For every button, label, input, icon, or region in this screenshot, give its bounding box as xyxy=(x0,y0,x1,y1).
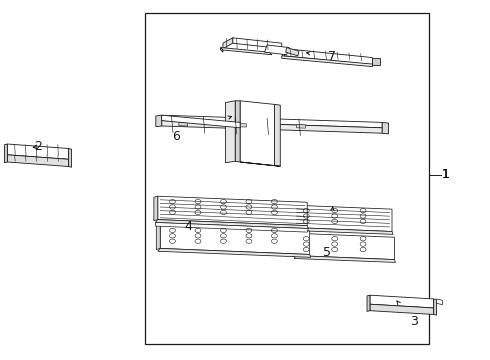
Polygon shape xyxy=(162,115,240,128)
Polygon shape xyxy=(7,155,69,166)
Polygon shape xyxy=(156,115,162,127)
Polygon shape xyxy=(286,48,299,56)
Polygon shape xyxy=(162,121,382,133)
Polygon shape xyxy=(274,104,280,166)
Text: 5: 5 xyxy=(323,246,331,259)
Polygon shape xyxy=(296,125,305,128)
Polygon shape xyxy=(294,205,392,231)
Polygon shape xyxy=(179,122,188,126)
Polygon shape xyxy=(158,196,307,226)
Polygon shape xyxy=(233,38,282,49)
Polygon shape xyxy=(155,220,308,229)
Polygon shape xyxy=(225,101,235,163)
Polygon shape xyxy=(220,48,223,52)
Polygon shape xyxy=(7,144,69,159)
Polygon shape xyxy=(162,115,382,128)
Polygon shape xyxy=(220,48,272,55)
Polygon shape xyxy=(240,101,274,166)
Text: 6: 6 xyxy=(172,130,180,143)
Polygon shape xyxy=(154,196,158,221)
Text: 3: 3 xyxy=(410,315,418,328)
Polygon shape xyxy=(284,49,372,65)
Polygon shape xyxy=(282,49,284,56)
Text: 1: 1 xyxy=(442,168,450,181)
Polygon shape xyxy=(372,58,380,65)
Polygon shape xyxy=(265,45,289,55)
Polygon shape xyxy=(160,225,310,255)
Polygon shape xyxy=(382,122,389,134)
Polygon shape xyxy=(238,123,246,127)
Text: 4: 4 xyxy=(185,220,193,233)
Polygon shape xyxy=(235,101,240,162)
Polygon shape xyxy=(437,299,442,305)
Polygon shape xyxy=(367,295,370,311)
Polygon shape xyxy=(282,56,372,67)
Polygon shape xyxy=(155,222,308,232)
Polygon shape xyxy=(292,228,393,234)
Text: 2: 2 xyxy=(34,140,42,153)
Text: 7: 7 xyxy=(328,50,336,63)
Polygon shape xyxy=(294,256,395,262)
Polygon shape xyxy=(69,149,72,167)
Polygon shape xyxy=(240,162,280,166)
Polygon shape xyxy=(434,299,437,315)
Polygon shape xyxy=(158,248,311,257)
Polygon shape xyxy=(370,304,434,314)
Polygon shape xyxy=(4,144,7,163)
Polygon shape xyxy=(293,233,296,257)
Polygon shape xyxy=(296,233,394,260)
Polygon shape xyxy=(370,295,434,308)
Text: 1: 1 xyxy=(442,168,450,181)
Polygon shape xyxy=(290,205,294,229)
Bar xyxy=(145,13,429,344)
Polygon shape xyxy=(223,38,233,49)
Polygon shape xyxy=(156,225,160,249)
